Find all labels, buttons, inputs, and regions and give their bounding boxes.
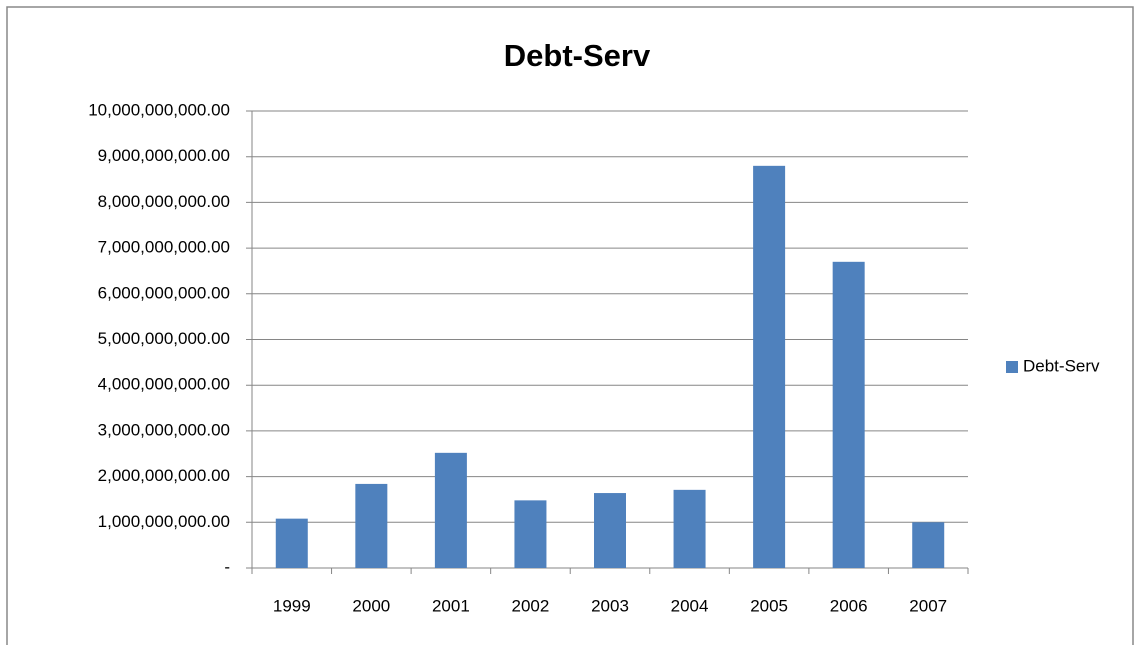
x-tick-label: 2005 (750, 596, 788, 615)
x-tick-label: 2000 (352, 596, 390, 615)
bar (434, 452, 467, 568)
x-tick-label: 2006 (830, 596, 868, 615)
bar (673, 489, 706, 568)
y-tick-label: 4,000,000,000.00 (98, 375, 230, 394)
bar (355, 483, 388, 568)
chart-frame (6, 6, 1134, 645)
y-tick-label: 6,000,000,000.00 (98, 283, 230, 302)
bar (514, 500, 547, 568)
x-tick-label: 2004 (671, 596, 709, 615)
y-tick-label: 2,000,000,000.00 (98, 466, 230, 485)
chart-title: Debt-Serv (504, 38, 651, 73)
bar (594, 493, 626, 568)
bar (275, 518, 308, 568)
x-tick-label: 2007 (909, 596, 947, 615)
y-tick-label: 9,000,000,000.00 (98, 146, 230, 165)
y-tick-label: 10,000,000,000.00 (88, 100, 230, 119)
bar (832, 261, 865, 568)
y-tick-label: 7,000,000,000.00 (98, 238, 230, 257)
legend-label: Debt-Serv (1023, 356, 1100, 375)
y-tick-label: 1,000,000,000.00 (98, 512, 230, 531)
y-tick-label: 3,000,000,000.00 (98, 420, 230, 439)
x-tick-label: 2003 (591, 596, 629, 615)
x-tick-label: 2002 (512, 596, 550, 615)
x-tick-label: 2001 (432, 596, 470, 615)
bar (912, 522, 945, 568)
y-tick-label: - (224, 557, 230, 576)
x-tick-label: 1999 (273, 596, 311, 615)
bar (753, 165, 786, 568)
y-tick-label: 8,000,000,000.00 (98, 192, 230, 211)
y-tick-label: 5,000,000,000.00 (98, 329, 230, 348)
legend-swatch (1006, 361, 1018, 373)
